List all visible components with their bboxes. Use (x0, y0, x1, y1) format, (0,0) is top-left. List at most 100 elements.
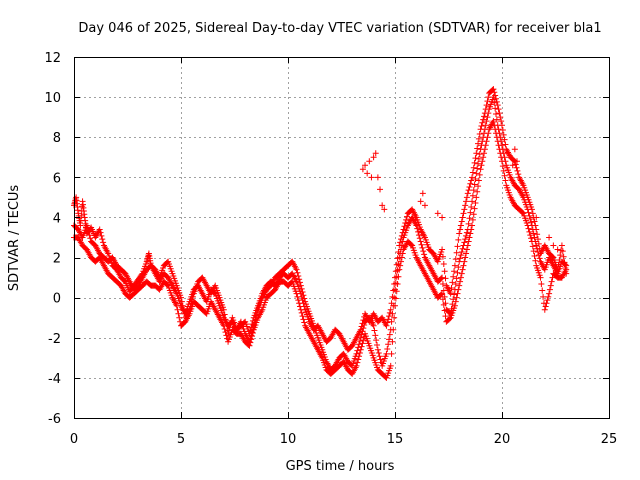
data-point (531, 252, 538, 259)
data-point (458, 270, 465, 277)
data-point (513, 164, 520, 171)
data-point (99, 236, 106, 243)
data-point (392, 295, 399, 302)
data-point (399, 229, 406, 236)
data-point (525, 209, 532, 216)
data-point (442, 275, 449, 282)
data-point (490, 118, 497, 125)
data-point (374, 174, 381, 181)
data-point (387, 306, 394, 313)
data-point (459, 214, 466, 221)
data-point (370, 154, 377, 161)
y-tick-label: 8 (53, 131, 61, 146)
data-point (493, 95, 500, 102)
data-point (456, 230, 463, 237)
data-point (394, 255, 401, 262)
data-point (532, 222, 539, 229)
data-point (534, 236, 541, 243)
data-point (384, 346, 391, 353)
data-point (417, 238, 424, 245)
data-point (556, 256, 563, 263)
data-point (439, 290, 446, 297)
data-point (492, 92, 499, 99)
y-tick-label: -6 (48, 412, 61, 427)
data-point (460, 210, 467, 217)
data-point (434, 210, 441, 217)
data-point (451, 268, 458, 275)
data-point (386, 313, 393, 320)
data-point (558, 242, 565, 249)
data-point (221, 325, 228, 332)
data-point (496, 146, 503, 153)
data-point (491, 89, 498, 96)
data-point (247, 339, 254, 346)
data-point (499, 158, 505, 165)
data-point (371, 327, 378, 334)
data-point (474, 188, 481, 195)
data-point (401, 223, 408, 230)
data-point (534, 231, 541, 238)
data-point (295, 297, 302, 304)
data-point (248, 336, 255, 343)
data-point (475, 135, 482, 142)
data-point (499, 122, 505, 129)
data-point (524, 222, 531, 229)
data-point (98, 232, 105, 239)
data-point (418, 241, 425, 248)
data-point (297, 306, 304, 313)
data-point (462, 236, 469, 243)
y-tick-label: 10 (44, 91, 61, 106)
data-point (389, 310, 396, 317)
data-point (472, 175, 479, 182)
data-point (394, 281, 401, 288)
data-point (454, 269, 461, 276)
data-point (459, 266, 466, 273)
data-point (457, 278, 464, 285)
data-point (398, 254, 405, 261)
data-point (527, 216, 534, 223)
data-point (362, 162, 369, 169)
data-point (451, 302, 458, 309)
data-point (396, 266, 403, 273)
data-point (375, 350, 382, 357)
data-point (478, 162, 485, 169)
data-point (483, 138, 490, 145)
data-point (494, 138, 501, 145)
data-point (481, 110, 488, 117)
data-point (395, 273, 402, 280)
data-point (529, 210, 536, 217)
data-point (544, 297, 551, 304)
data-point (491, 99, 498, 106)
data-point (402, 220, 409, 227)
data-point (393, 288, 400, 295)
y-tick-label: 2 (53, 252, 61, 267)
data-point (475, 183, 482, 190)
data-point (502, 141, 509, 148)
y-tick-label: 12 (44, 51, 61, 66)
data-point (396, 242, 403, 249)
data-point (547, 282, 554, 289)
data-point (211, 289, 218, 296)
data-point (528, 238, 535, 245)
data-point (485, 130, 492, 137)
data-point (386, 336, 393, 343)
data-point (294, 269, 301, 276)
data-point (390, 287, 397, 294)
data-point (462, 254, 469, 261)
data-point (495, 142, 502, 149)
data-point (471, 181, 478, 188)
data-point (533, 226, 540, 233)
data-point (372, 150, 379, 157)
data-point (512, 161, 519, 168)
data-point (220, 322, 227, 329)
data-point (464, 242, 471, 249)
data-point (386, 309, 393, 316)
data-point (354, 359, 361, 366)
x-tick-label: 15 (387, 432, 404, 447)
data-point (457, 226, 464, 233)
data-point (469, 222, 476, 229)
data-point (448, 285, 455, 292)
data-point (470, 164, 477, 171)
data-point (419, 244, 426, 251)
data-point (483, 118, 490, 125)
